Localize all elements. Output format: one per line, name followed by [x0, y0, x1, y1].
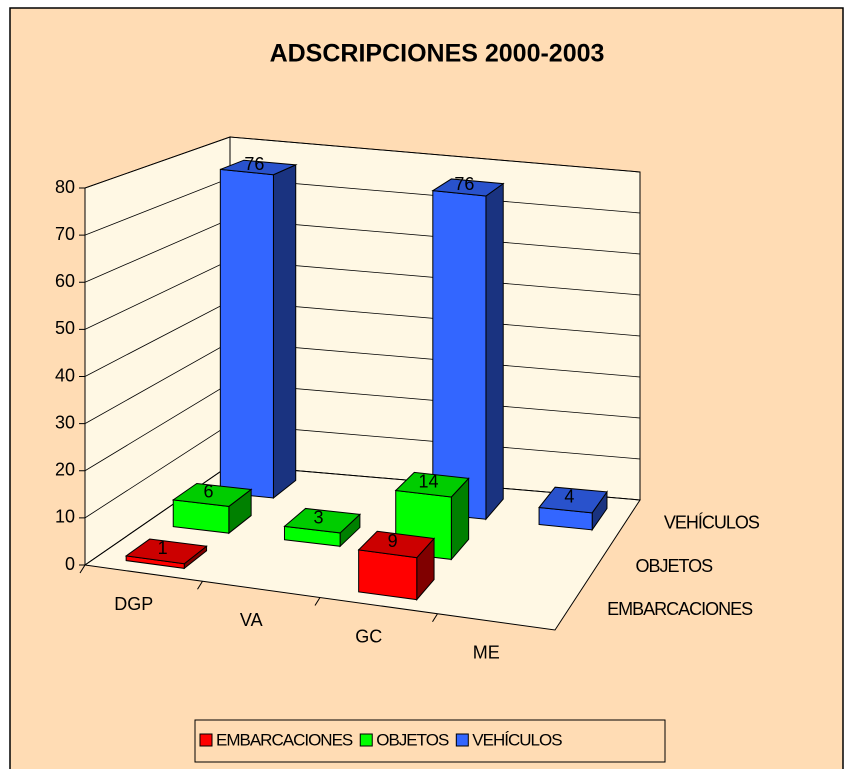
- x-tick: [314, 597, 321, 606]
- bar: [431, 178, 505, 521]
- y-tick-label: 0: [65, 554, 75, 574]
- data-label: 1: [158, 538, 168, 558]
- grid-line: [84, 136, 641, 189]
- bar-top: [394, 471, 470, 498]
- bar-top: [431, 178, 505, 197]
- legend-label: VEHÍCULOS: [472, 730, 562, 749]
- data-label: 3: [313, 507, 323, 527]
- y-tick-label: 60: [55, 271, 75, 291]
- bar-top: [171, 482, 253, 507]
- bar-side: [485, 182, 504, 521]
- bar: [283, 507, 362, 548]
- bar-top: [538, 486, 608, 514]
- bar: [219, 159, 298, 500]
- legend-swatch: [455, 733, 469, 747]
- bar-top: [220, 159, 298, 176]
- bar-top: [283, 507, 362, 534]
- series-label: VEHÍCULOS: [664, 512, 760, 532]
- y-tick-label: 80: [55, 177, 75, 197]
- legend-label: OBJETOS: [376, 730, 449, 749]
- legend-label: EMBARCACIONES: [216, 730, 353, 749]
- data-label: 4: [564, 487, 574, 507]
- data-label: 9: [388, 531, 398, 551]
- x-tick-label: VA: [240, 610, 263, 630]
- chart-title: ADSCRIPCIONES 2000-2003: [270, 40, 605, 68]
- y-tick-label: 70: [55, 224, 75, 244]
- x-tick-label: ME: [473, 643, 500, 663]
- y-tick-label: 10: [55, 507, 75, 527]
- bar: [357, 530, 436, 601]
- legend-swatch: [199, 733, 213, 747]
- series-label: OBJETOS: [636, 556, 714, 576]
- y-tick-label: 40: [55, 365, 75, 385]
- data-label: 6: [203, 482, 213, 502]
- bar-front: [358, 549, 418, 601]
- data-label: 14: [418, 471, 438, 491]
- bar-side: [272, 164, 297, 500]
- legend-swatch: [359, 733, 373, 747]
- data-label: 76: [244, 154, 264, 174]
- x-tick: [197, 580, 203, 590]
- bar-front: [432, 190, 487, 520]
- bar-front: [219, 168, 274, 499]
- x-tick: [432, 613, 438, 623]
- x-tick: [79, 564, 86, 574]
- x-tick-label: DGP: [114, 594, 153, 614]
- series-label: EMBARCACIONES: [607, 599, 753, 619]
- bar-top: [124, 538, 208, 565]
- bar: [124, 538, 208, 570]
- bar: [538, 486, 608, 532]
- x-tick-label: GC: [355, 626, 382, 646]
- bar: [171, 482, 253, 535]
- data-label: 76: [454, 174, 474, 194]
- y-tick-label: 20: [55, 460, 75, 480]
- legend: [194, 719, 666, 763]
- y-tick-label: 30: [55, 412, 75, 432]
- bar-top: [357, 530, 436, 559]
- y-tick-label: 50: [55, 318, 75, 338]
